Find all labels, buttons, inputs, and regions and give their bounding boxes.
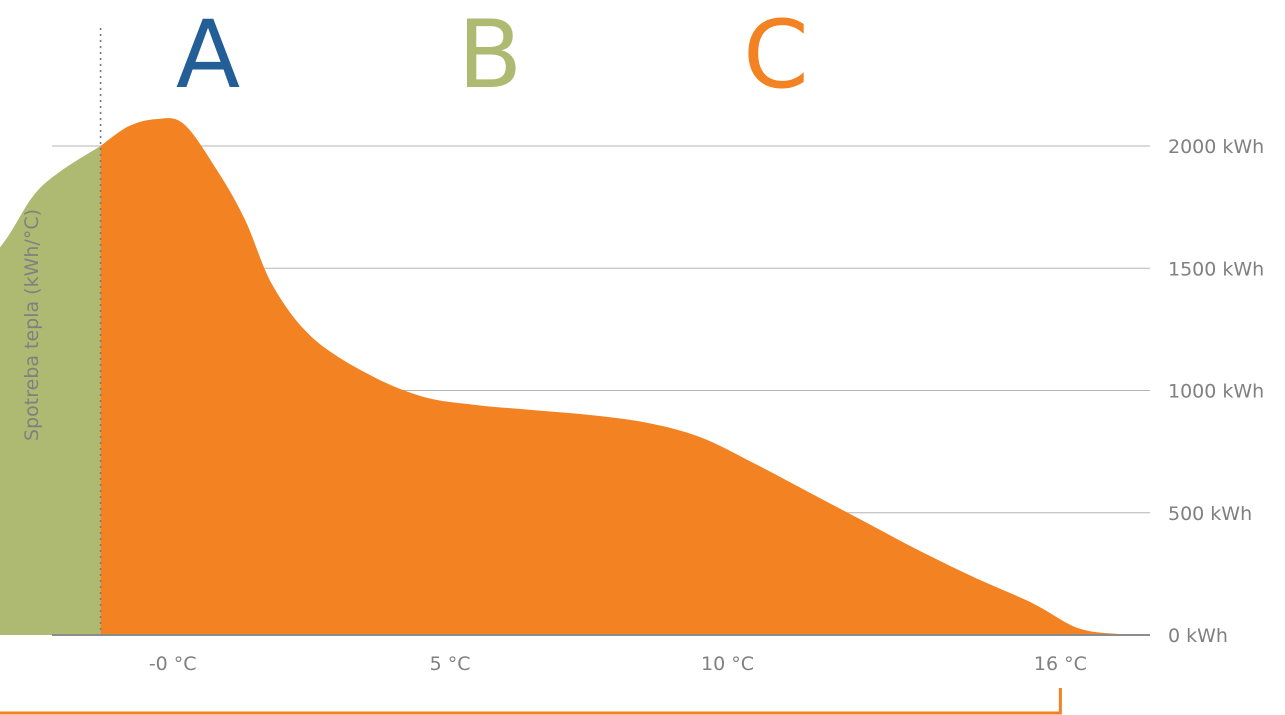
zone-label-c: C (743, 1, 809, 110)
y-tick-label: 1500 kWh (1168, 258, 1264, 280)
zone-label-b: B (458, 1, 523, 110)
y-axis-label: Spotreba tepla (kWh/°C) (21, 209, 43, 441)
x-tick-label: 5 °C (430, 653, 471, 675)
y-tick-label: 0 kWh (1168, 625, 1228, 647)
x-tick-label: 10 °C (701, 653, 754, 675)
area-series (0, 118, 1155, 636)
x-tick-label: 16 °C (1034, 653, 1087, 675)
range-bracket (0, 688, 1062, 715)
y-tick-label: 2000 kWh (1168, 136, 1264, 158)
y-tick-labels: 0 kWh 500 kWh 1000 kWh 1500 kWh 2000 kWh (1168, 136, 1264, 647)
zone-dividers (99, 28, 102, 635)
area-zone-b (0, 146, 101, 635)
y-tick-label: 1000 kWh (1168, 381, 1264, 403)
x-tick-labels: -20 °C-15 °C-10 °C-5 °C-0 °C5 °C10 °C16 … (149, 653, 1087, 675)
x-tick-label: -0 °C (149, 653, 197, 675)
y-tick-label: 500 kWh (1168, 503, 1252, 525)
area-zone-c (100, 118, 1155, 636)
zone-label-a: A (176, 1, 240, 110)
zone-labels: A B C (176, 1, 809, 110)
